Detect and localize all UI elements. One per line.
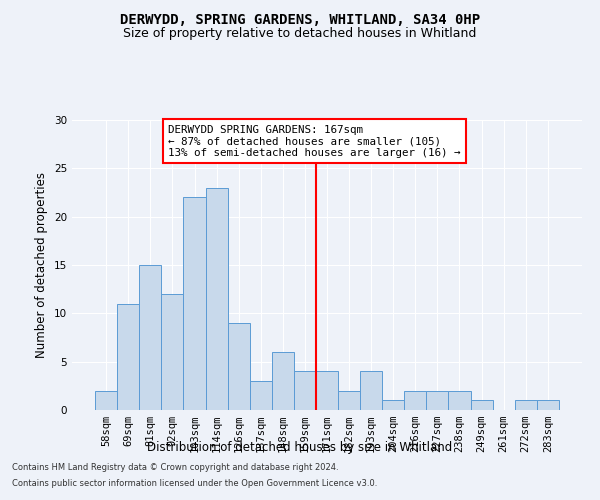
Bar bbox=[272, 352, 294, 410]
Text: Distribution of detached houses by size in Whitland: Distribution of detached houses by size … bbox=[148, 441, 452, 454]
Bar bbox=[360, 372, 382, 410]
Bar bbox=[427, 390, 448, 410]
Bar bbox=[470, 400, 493, 410]
Bar bbox=[404, 390, 427, 410]
Text: Size of property relative to detached houses in Whitland: Size of property relative to detached ho… bbox=[124, 28, 476, 40]
Bar bbox=[139, 265, 161, 410]
Bar bbox=[537, 400, 559, 410]
Bar bbox=[206, 188, 227, 410]
Bar bbox=[117, 304, 139, 410]
Text: DERWYDD SPRING GARDENS: 167sqm
← 87% of detached houses are smaller (105)
13% of: DERWYDD SPRING GARDENS: 167sqm ← 87% of … bbox=[168, 125, 461, 158]
Bar bbox=[184, 198, 206, 410]
Bar bbox=[227, 323, 250, 410]
Bar bbox=[161, 294, 184, 410]
Bar bbox=[294, 372, 316, 410]
Text: Contains public sector information licensed under the Open Government Licence v3: Contains public sector information licen… bbox=[12, 478, 377, 488]
Bar bbox=[338, 390, 360, 410]
Text: DERWYDD, SPRING GARDENS, WHITLAND, SA34 0HP: DERWYDD, SPRING GARDENS, WHITLAND, SA34 … bbox=[120, 12, 480, 26]
Text: Contains HM Land Registry data © Crown copyright and database right 2024.: Contains HM Land Registry data © Crown c… bbox=[12, 464, 338, 472]
Bar bbox=[316, 372, 338, 410]
Bar bbox=[382, 400, 404, 410]
Bar bbox=[250, 381, 272, 410]
Bar bbox=[95, 390, 117, 410]
Bar bbox=[448, 390, 470, 410]
Y-axis label: Number of detached properties: Number of detached properties bbox=[35, 172, 49, 358]
Bar bbox=[515, 400, 537, 410]
